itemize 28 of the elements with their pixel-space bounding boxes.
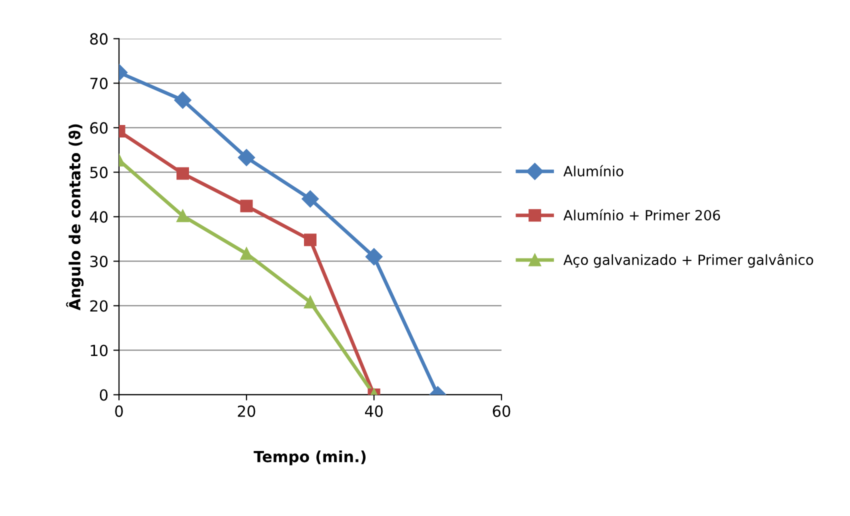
y-tick-label: 20 <box>90 300 108 312</box>
point <box>304 234 316 246</box>
point <box>302 190 319 208</box>
x-tick-label: 60 <box>492 405 510 417</box>
y-tick-label: 10 <box>90 344 108 356</box>
legend-label: Alumínio <box>563 165 624 176</box>
y-tick-label: 70 <box>90 78 108 90</box>
x-tick-label: 20 <box>238 405 256 417</box>
point <box>365 248 383 266</box>
legend-label: Aço galvanizado + Primer galvânico <box>563 254 814 268</box>
point <box>176 167 189 180</box>
y-axis-title: Ângulo de contato (ϑ) <box>66 124 84 310</box>
point <box>176 210 189 222</box>
y-tick-label: 30 <box>90 256 108 268</box>
point <box>238 148 256 166</box>
y-tick-label: 40 <box>90 211 108 223</box>
point <box>174 92 192 109</box>
y-tick-label: 80 <box>90 33 108 45</box>
x-tick-label: 0 <box>115 405 123 417</box>
y-tick-label: 60 <box>90 122 108 134</box>
x-tick-label: 40 <box>365 405 383 417</box>
point <box>240 247 253 260</box>
point <box>304 296 316 308</box>
x-axis-title: Tempo (min.) <box>254 450 366 466</box>
y-tick-label: 50 <box>90 166 108 178</box>
point <box>240 200 253 212</box>
y-tick-label: 0 <box>100 389 108 401</box>
legend-label: Alumínio + Primer 206 <box>563 209 720 220</box>
